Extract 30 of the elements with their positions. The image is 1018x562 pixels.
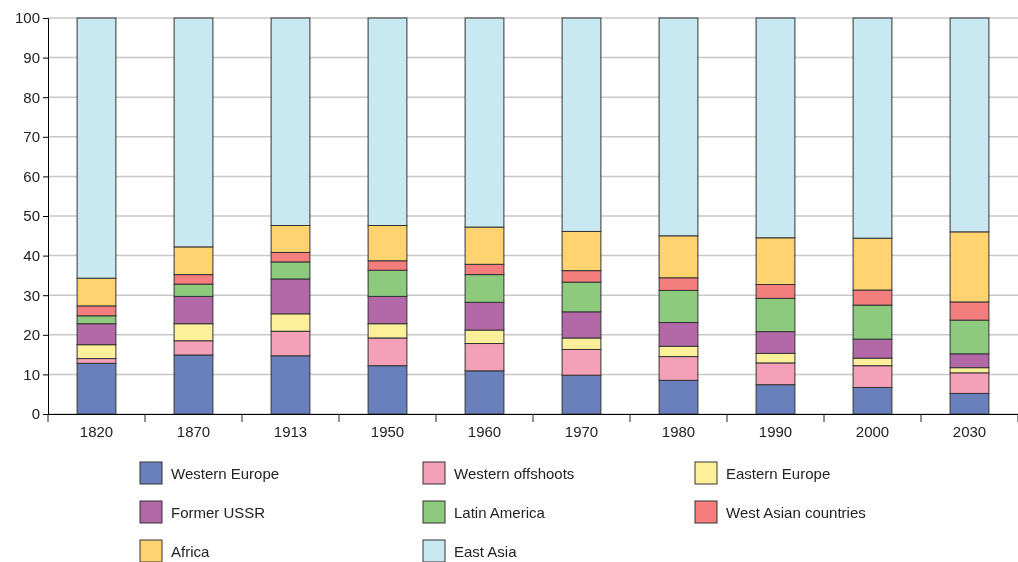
x-tick-label: 1990 bbox=[758, 422, 793, 440]
y-tick-label: 0 bbox=[31, 405, 40, 423]
x-tick-label: 1980 bbox=[661, 422, 696, 440]
x-tick-label: 1870 bbox=[176, 422, 211, 440]
y-tick-label: 40 bbox=[23, 246, 40, 264]
y-tick-label: 20 bbox=[23, 326, 40, 344]
legend-label: Africa bbox=[171, 543, 210, 560]
x-tick-label: 2000 bbox=[855, 422, 890, 440]
legend-label: Eastern Europe bbox=[726, 465, 831, 482]
y-tick-label: 50 bbox=[23, 207, 40, 225]
y-tick-label: 60 bbox=[23, 167, 40, 185]
legend-label: East Asia bbox=[454, 543, 518, 560]
x-tick-label: 1820 bbox=[79, 422, 114, 440]
y-tick-label: 100 bbox=[14, 9, 40, 27]
x-tick-label: 2030 bbox=[952, 422, 987, 440]
y-tick-label: 70 bbox=[23, 128, 40, 146]
legend-label: Western offshoots bbox=[454, 465, 575, 482]
x-tick-label: 1970 bbox=[564, 422, 599, 440]
x-tick-label: 1913 bbox=[273, 422, 308, 440]
legend-label: Latin America bbox=[454, 504, 546, 521]
y-tick-label: 80 bbox=[23, 88, 40, 106]
x-tick-label: 1950 bbox=[370, 422, 405, 440]
x-tick-label: 1960 bbox=[467, 422, 502, 440]
legend-label: West Asian countries bbox=[726, 504, 866, 521]
legend-label: Former USSR bbox=[171, 504, 266, 521]
bar bbox=[76, 362, 117, 415]
y-tick-label: 90 bbox=[23, 48, 40, 66]
y-tick-label: 10 bbox=[23, 365, 40, 383]
legend-label: Western Europe bbox=[171, 465, 280, 482]
y-tick-label: 30 bbox=[23, 286, 40, 304]
